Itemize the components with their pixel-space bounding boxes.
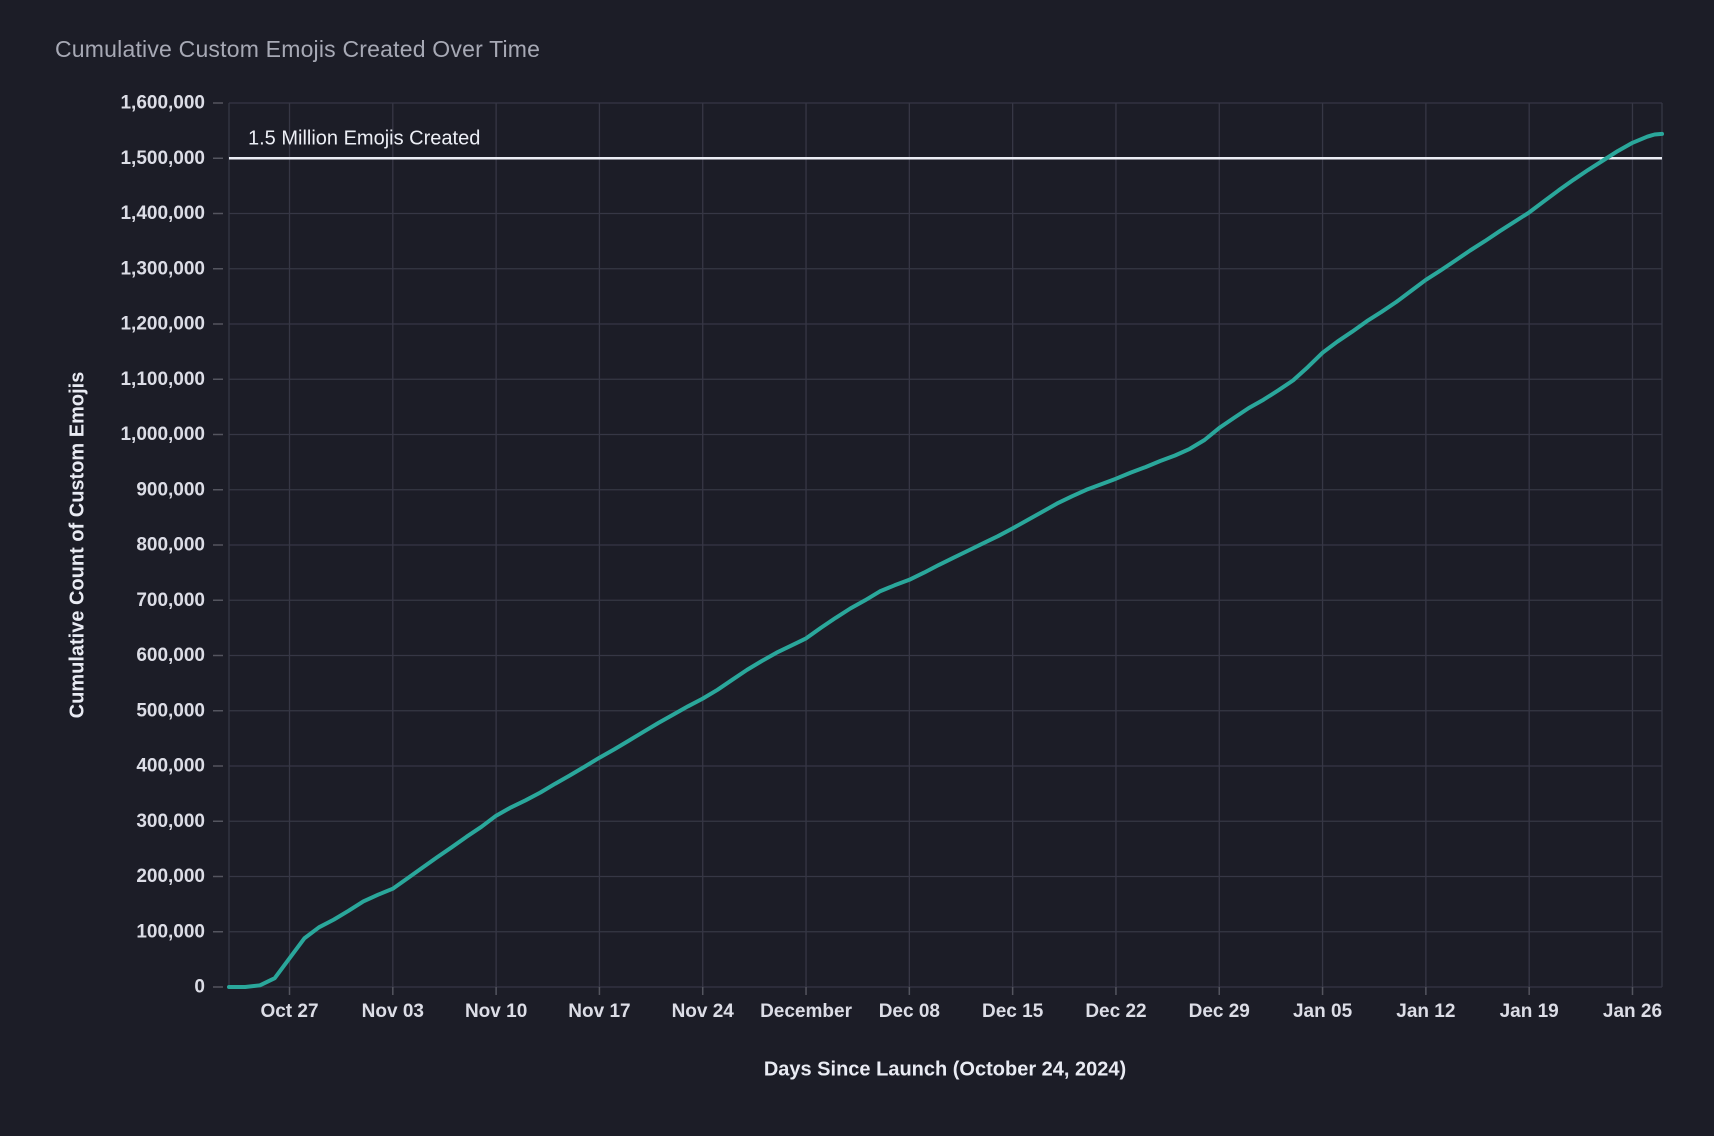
- y-tick-label: 300,000: [136, 811, 205, 832]
- x-tick-label: Oct 27: [260, 1001, 318, 1022]
- y-tick-label: 200,000: [136, 866, 205, 887]
- chart-title: Cumulative Custom Emojis Created Over Ti…: [55, 36, 541, 62]
- x-tick-label: Jan 19: [1500, 1001, 1559, 1022]
- x-tick-label: December: [760, 1001, 852, 1022]
- x-tick-label: Nov 17: [568, 1001, 630, 1022]
- y-tick-label: 800,000: [136, 535, 205, 556]
- x-tick-label: Jan 05: [1293, 1001, 1353, 1022]
- y-tick-label: 0: [194, 977, 205, 998]
- x-tick-label: Dec 29: [1189, 1001, 1250, 1022]
- y-tick-label: 700,000: [136, 590, 205, 611]
- y-tick-label: 1,500,000: [120, 148, 205, 169]
- y-tick-label: 1,400,000: [120, 203, 205, 224]
- y-tick-label: 1,200,000: [120, 314, 205, 335]
- x-tick-label: Nov 03: [362, 1001, 424, 1022]
- x-tick-label: Jan 26: [1603, 1001, 1662, 1022]
- reference-annotation: 1.5 Million Emojis Created: [248, 127, 480, 149]
- y-tick-label: 1,300,000: [120, 258, 205, 279]
- x-tick-label: Dec 22: [1085, 1001, 1146, 1022]
- x-axis-title: Days Since Launch (October 24, 2024): [763, 1058, 1127, 1081]
- x-tick-label: Nov 24: [672, 1001, 735, 1022]
- y-tick-label: 900,000: [136, 479, 205, 500]
- y-tick-label: 500,000: [136, 700, 205, 721]
- y-tick-label: 1,600,000: [120, 93, 205, 114]
- x-tick-label: Jan 12: [1396, 1001, 1455, 1022]
- y-tick-label: 400,000: [136, 756, 205, 777]
- y-tick-label: 1,100,000: [120, 369, 205, 390]
- y-tick-label: 600,000: [136, 645, 205, 666]
- y-tick-label: 1,000,000: [120, 424, 205, 445]
- x-tick-label: Dec 08: [879, 1001, 940, 1022]
- x-tick-label: Dec 15: [982, 1001, 1044, 1022]
- x-tick-label: Nov 10: [465, 1001, 527, 1022]
- y-axis-title: Cumulative Count of Custom Emojis: [66, 371, 89, 719]
- emoji-cumulative-line: [227, 131, 1664, 989]
- y-tick-label: 100,000: [136, 921, 205, 942]
